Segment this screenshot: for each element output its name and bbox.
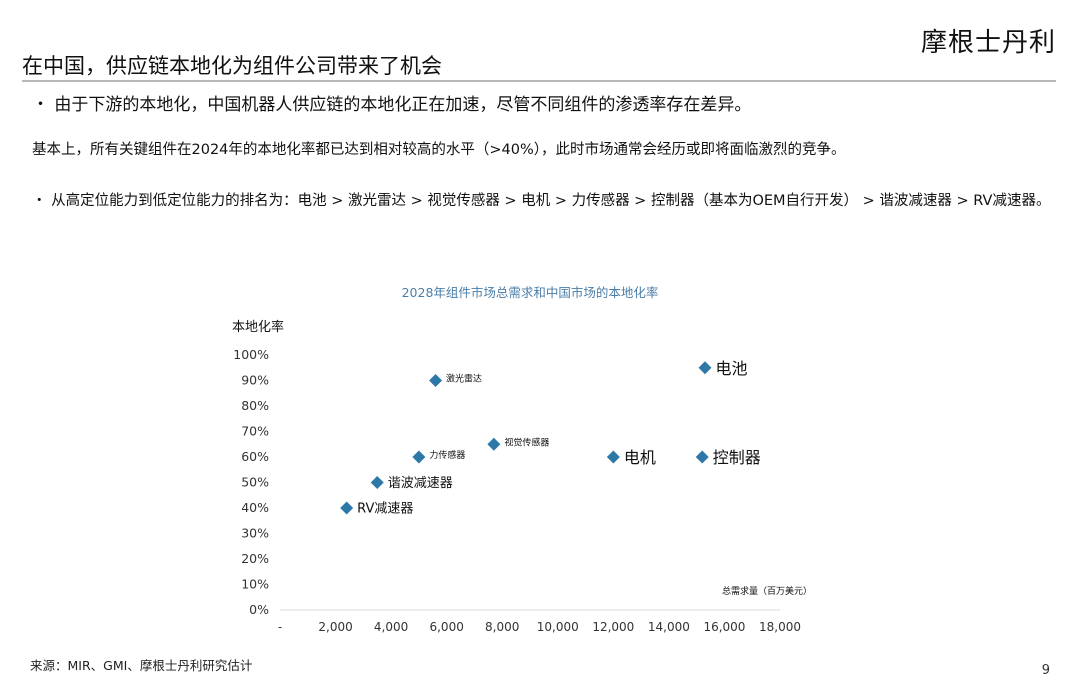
x-tick-label: 6,000 xyxy=(429,620,463,634)
y-tick-label: 20% xyxy=(241,551,269,566)
chart-axes: 0% 10% 20% 30% 40% 50% 60% 70% 80% 90% 100% - 2,000 4… xyxy=(233,347,801,634)
data-point-label: RV减速器 xyxy=(357,502,413,517)
data-point xyxy=(429,374,443,387)
bullet-localization: ・ 由于下游的本地化，中国机器人供应链的本地化正在加速，尽管不同组件的渗透率存在… xyxy=(32,95,752,115)
paragraph-localization-rate: 基本上，所有关键组件在2024年的本地化率都已达到相对较高的水平（>40%），此… xyxy=(32,142,846,158)
data-point-label: 激光雷达 xyxy=(446,373,482,385)
page-number: 9 xyxy=(1041,663,1050,678)
x-tick-label: 16,000 xyxy=(703,620,745,634)
bullet-ranking: ・ 从高定位能力到低定位能力的排名为：电池 > 激光雷达 > 视觉传感器 > 电… xyxy=(32,193,1051,209)
x-tick-label: 12,000 xyxy=(592,620,634,634)
x-tick-label: 14,000 xyxy=(648,620,690,634)
x-tick-label: 2,000 xyxy=(318,620,352,634)
data-point xyxy=(606,450,620,464)
y-tick-label: 100% xyxy=(233,347,269,362)
y-tick-label: 40% xyxy=(241,500,269,515)
brand-logo: 摩根士丹利 xyxy=(920,28,1056,58)
data-point xyxy=(698,361,712,375)
chart-title: 2028年组件市场总需求和中国市场的本地化率 xyxy=(402,285,659,300)
x-tick-label: 8,000 xyxy=(485,620,519,634)
y-tick-label: 0% xyxy=(249,602,269,617)
y-tick-label: 10% xyxy=(241,577,269,592)
page-title: 在中国，供应链本地化为组件公司带来了机会 xyxy=(22,54,442,78)
data-point-label: 电机 xyxy=(624,448,656,467)
y-tick-label: 70% xyxy=(241,424,269,439)
data-point-label: 谐波减速器 xyxy=(388,476,453,491)
x-axis-label: 总需求量（百万美元） xyxy=(722,585,812,597)
y-axis-label: 本地化率 xyxy=(232,319,284,335)
data-point-label: 视觉传感器 xyxy=(504,436,549,448)
y-tick-label: 90% xyxy=(241,373,269,388)
y-tick-label: 30% xyxy=(241,526,269,541)
y-tick-label: 60% xyxy=(241,449,269,464)
data-point xyxy=(340,501,354,515)
data-point xyxy=(695,450,709,464)
scatter-chart: 2028年组件市场总需求和中国市场的本地化率 本地化率 总需求量（百万美元） 0… xyxy=(232,285,812,634)
x-tick-label: 18,000 xyxy=(759,620,801,634)
data-point xyxy=(370,476,384,489)
x-tick-label: 4,000 xyxy=(374,620,408,634)
data-point-label: 控制器 xyxy=(713,448,761,467)
data-point-label: 电池 xyxy=(716,359,748,378)
data-point xyxy=(487,437,501,451)
title-divider xyxy=(22,80,1056,82)
data-point-label: 力传感器 xyxy=(429,449,465,461)
x-tick-label: - xyxy=(278,620,282,634)
data-point xyxy=(412,450,426,464)
source-note: 来源：MIR、GMI、摩根士丹利研究估计 xyxy=(30,658,253,673)
x-tick-label: 10,000 xyxy=(537,620,579,634)
y-tick-label: 80% xyxy=(241,398,269,413)
y-tick-label: 50% xyxy=(241,475,269,490)
